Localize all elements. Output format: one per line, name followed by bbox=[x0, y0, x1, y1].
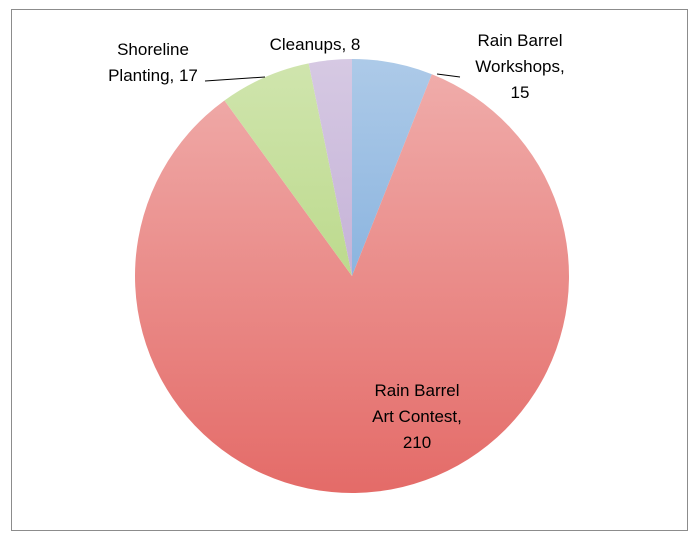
data-label-cleanups: Cleanups, 8 bbox=[270, 35, 361, 54]
pie-slice-shoreline-planting bbox=[224, 63, 352, 276]
data-label-line: Workshops, bbox=[475, 57, 564, 76]
leader-line-rain-barrel-workshops bbox=[436, 73, 461, 78]
data-labels: Rain Barrel Workshops, 15 Rain Barrel Art Co… bbox=[108, 31, 565, 452]
pie-slice-cleanups bbox=[308, 59, 352, 276]
pie-slice-rain-barrel-art-contest bbox=[135, 74, 570, 494]
data-label-shoreline-planting: Shoreline Planting, 17 bbox=[108, 40, 198, 85]
data-label-line: Rain Barrel bbox=[374, 381, 459, 400]
data-label-rain-barrel-art-contest: Rain Barrel Art Contest, 210 bbox=[372, 381, 462, 452]
pie-slices bbox=[135, 59, 570, 494]
data-label-line: Rain Barrel bbox=[477, 31, 562, 50]
data-label-line: Shoreline bbox=[117, 40, 189, 59]
data-label-line: Art Contest, bbox=[372, 407, 462, 426]
data-label-line: 15 bbox=[511, 83, 530, 102]
leader-line-shoreline-planting bbox=[204, 76, 266, 82]
data-label-line: Cleanups, 8 bbox=[270, 35, 361, 54]
leader-lines bbox=[204, 73, 461, 82]
data-label-line: Planting, 17 bbox=[108, 66, 198, 85]
data-label-line: 210 bbox=[403, 433, 431, 452]
data-label-rain-barrel-workshops: Rain Barrel Workshops, 15 bbox=[475, 31, 564, 102]
pie-slice-rain-barrel-workshops bbox=[352, 59, 432, 276]
